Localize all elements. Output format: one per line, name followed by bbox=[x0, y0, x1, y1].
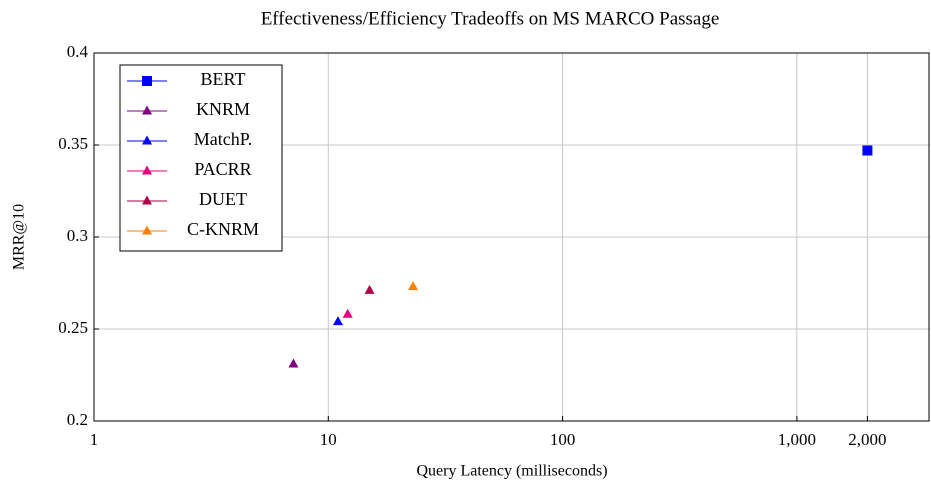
legend-marker bbox=[142, 225, 152, 235]
chart-title: Effectiveness/Efficiency Tradeoffs on MS… bbox=[261, 8, 720, 29]
x-tick-label: 1 bbox=[90, 430, 99, 449]
legend-label: KNRM bbox=[196, 99, 250, 119]
legend-label: C-KNRM bbox=[187, 219, 259, 239]
x-tick-label: 1,000 bbox=[778, 430, 816, 449]
point bbox=[332, 316, 343, 326]
legend-marker bbox=[142, 165, 152, 175]
legend-label: DUET bbox=[199, 189, 247, 209]
legend-marker bbox=[142, 105, 152, 115]
y-axis-label: MRR@10 bbox=[11, 204, 28, 270]
point bbox=[288, 358, 299, 368]
y-tick-label: 0.2 bbox=[67, 410, 88, 429]
legend-marker bbox=[142, 135, 152, 145]
legend-marker bbox=[142, 195, 152, 205]
legend-marker bbox=[142, 76, 152, 86]
y-tick-label: 0.3 bbox=[67, 226, 88, 245]
y-tick-label: 0.25 bbox=[58, 318, 88, 337]
x-tick-label: 100 bbox=[550, 430, 576, 449]
legend-label: MatchP. bbox=[194, 129, 253, 149]
x-axis-label: Query Latency (milliseconds) bbox=[416, 463, 607, 480]
point bbox=[364, 284, 375, 294]
legend-box bbox=[119, 64, 283, 252]
y-tick-label: 0.35 bbox=[58, 134, 88, 153]
point bbox=[862, 145, 873, 156]
point bbox=[342, 308, 353, 318]
legend-label: BERT bbox=[201, 69, 246, 89]
x-tick-label: 10 bbox=[320, 430, 337, 449]
x-tick-label: 2,000 bbox=[848, 430, 886, 449]
plot-frame bbox=[93, 52, 930, 422]
legend-label: PACRR bbox=[194, 159, 251, 179]
y-tick-label: 0.4 bbox=[67, 42, 89, 61]
point bbox=[408, 281, 419, 291]
